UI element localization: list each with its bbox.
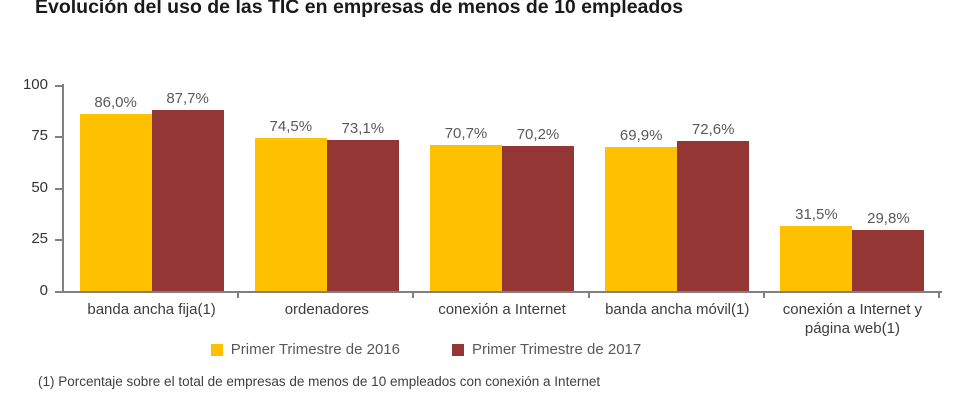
plot-area: 86,0% 87,7% 74,5% 73,1% 70,7% 70,2% 69,9% 72,6%… [64,85,940,291]
bar-group: 31,5% 29,8% [765,85,940,291]
x-category-label: ordenadores [284,301,369,318]
y-axis: 0 25 50 75 100 [0,76,62,299]
x-tick-mark [588,291,590,298]
x-tick-mark [763,291,765,298]
x-category-label: banda ancha fija(1) [87,301,216,318]
x-axis-labels: banda ancha fija(1) ordenadores conexión a… [64,300,940,338]
bar-value-label: 29,8% [867,210,910,227]
legend-item: Primer Trimestre de 2017 [452,341,641,358]
bar-primer-trimestre-2017 [852,230,925,291]
y-tick-label: 50 [31,179,48,196]
bar-group: 69,9% 72,6% [590,85,765,291]
y-tick-label: 0 [39,282,48,299]
y-axis-line [62,84,64,293]
bar-primer-trimestre-2016 [780,226,853,291]
legend-swatch [210,343,223,356]
x-axis-line [62,291,942,293]
bar-primer-trimestre-2016 [605,147,678,291]
y-tick-mark [55,136,62,138]
bar-cell: 29,8% [852,210,925,291]
y-tick-mark [55,188,62,190]
bar-primer-trimestre-2017 [326,140,399,291]
bar-cell: 73,1% [326,120,399,291]
bar-value-label: 70,7% [444,125,488,142]
bar-cell: 86,0% [79,94,152,291]
x-category-label: conexión a Internet [438,301,566,318]
bar-group: 70,7% 70,2% [414,85,589,291]
legend: Primer Trimestre de 2016 Primer Trimestre… [0,341,852,358]
legend-label: Primer Trimestre de 2016 [230,341,400,358]
bar-value-label: 73,1% [341,120,385,137]
bar-value-label: 74,5% [269,118,313,135]
bar-cell: 87,7% [151,90,224,291]
bar-cell: 31,5% [780,206,853,291]
bar-group: 86,0% 87,7% [64,85,239,291]
bar-primer-trimestre-2016 [79,114,152,291]
bar-primer-trimestre-2017 [502,146,574,291]
bar-value-label: 72,6% [691,121,735,138]
y-tick-mark [55,85,62,87]
x-axis-ticks [64,291,940,298]
bar-cell: 72,6% [677,121,750,291]
chart-title: Evolución del uso de las TIC en empresas… [35,0,684,18]
bar-cell: 74,5% [254,118,327,291]
bar-value-label: 86,0% [94,94,137,111]
legend-swatch [452,343,464,356]
bar-cell: 70,2% [502,126,574,291]
y-tick-mark [55,239,62,241]
bar-primer-trimestre-2017 [151,110,224,291]
bar-value-label: 69,9% [619,127,663,144]
bar-primer-trimestre-2016 [254,138,327,291]
y-tick-label: 100 [22,76,48,93]
bar-cell: 69,9% [605,127,678,291]
y-tick-label: 75 [31,127,48,144]
bar-primer-trimestre-2016 [430,145,502,291]
y-tick-mark [55,291,62,293]
bar-value-label: 31,5% [795,206,838,223]
bar-cell: 70,7% [430,125,502,291]
legend-item: Primer Trimestre de 2016 [210,341,400,358]
footnote: (1) Porcentaje sobre el total de empresa… [38,374,601,389]
x-tick-mark [938,291,940,298]
y-tick-label: 25 [31,230,48,247]
bar-group: 74,5% 73,1% [239,85,414,291]
x-tick-mark [412,291,414,298]
bar-value-label: 70,2% [516,126,560,143]
legend-label: Primer Trimestre de 2017 [472,341,642,358]
x-tick-mark [237,291,239,298]
x-category-label: banda ancha móvil(1) [605,301,750,318]
x-category-label: conexión a Internet y página web(1) [782,301,923,337]
bar-primer-trimestre-2017 [677,141,750,291]
bar-value-label: 87,7% [166,90,209,107]
